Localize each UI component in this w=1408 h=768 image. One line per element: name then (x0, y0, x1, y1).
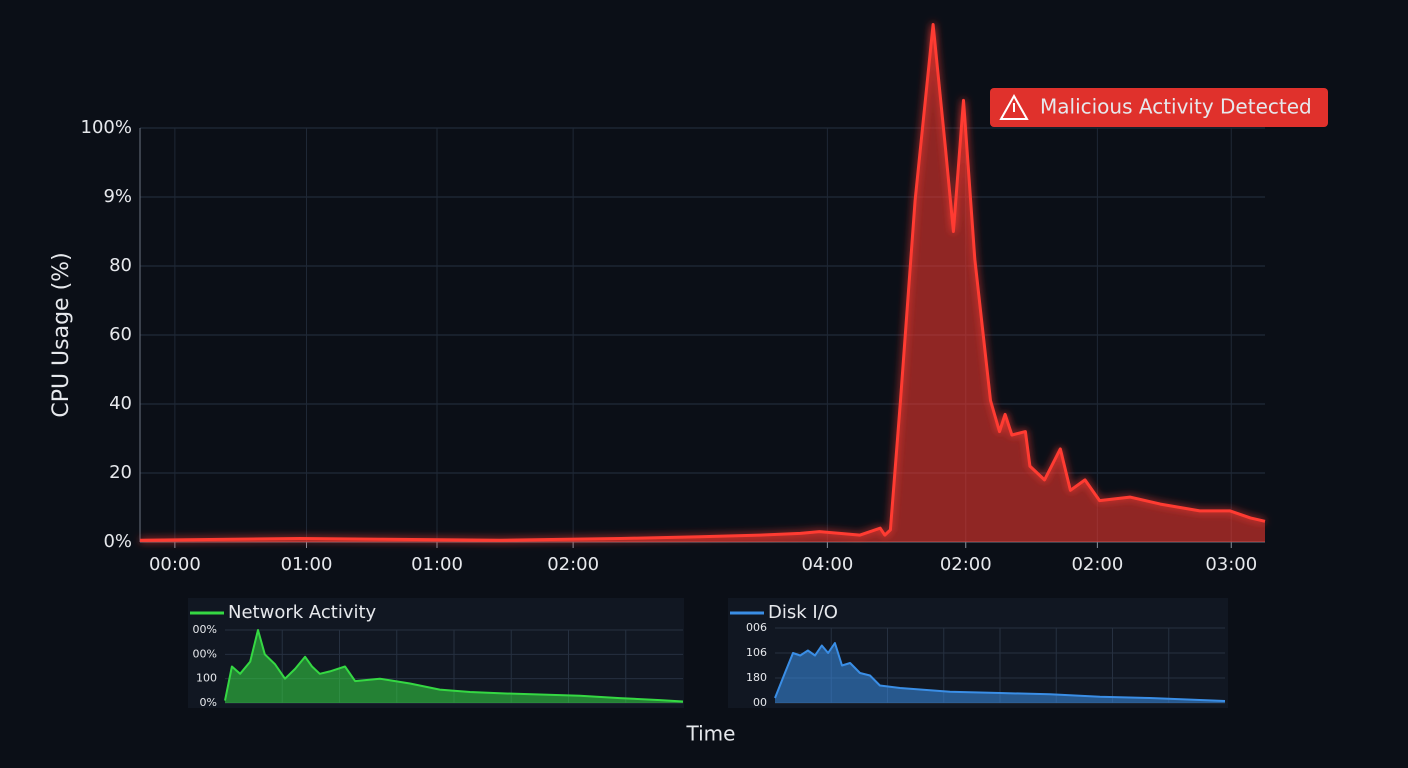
y-tick-label: 106 (746, 646, 767, 659)
x-tick-label: 01:00 (281, 554, 333, 575)
y-tick-label: 0% (200, 696, 217, 709)
x-tick-label: 00:00 (149, 554, 201, 575)
x-tick-label: 02:00 (547, 554, 599, 575)
y-tick-label: 40 (109, 393, 132, 414)
y-tick-label: 100 (196, 672, 217, 685)
y-tick-label: 60 (109, 324, 132, 345)
y-tick-label: 00 (753, 696, 767, 709)
area-fill (775, 643, 1225, 703)
y-tick-label: 80 (109, 255, 132, 276)
y-tick-label: 20 (109, 462, 132, 483)
series-line (224, 629, 684, 703)
x-tick-label: 01:00 (411, 554, 463, 575)
y-tick-label: 180 (746, 671, 767, 684)
alert-text: Malicious Activity Detected (1040, 95, 1312, 119)
y-axis-label: CPU Usage (%) (49, 252, 74, 417)
y-tick-label: 9% (103, 186, 132, 207)
y-tick-label: 0% (103, 531, 132, 552)
y-tick-label: 006 (746, 621, 767, 634)
y-tick-label: 00% (193, 623, 217, 636)
x-tick-label: 02:00 (940, 554, 992, 575)
legend-label: Network Activity (228, 602, 377, 623)
x-tick-label: 02:00 (1071, 554, 1123, 575)
area-fill (225, 630, 683, 703)
alert-badge (990, 88, 1328, 127)
legend-label: Disk I/O (768, 602, 838, 623)
x-tick-label: 04:00 (801, 554, 853, 575)
x-tick-label: 03:00 (1205, 554, 1257, 575)
series-line (139, 23, 1266, 542)
y-tick-label: 00% (193, 647, 217, 660)
series-line (774, 642, 1226, 702)
area-fill (140, 24, 1265, 542)
warning-icon (999, 93, 1029, 120)
x-axis-label: Time (686, 722, 736, 746)
y-tick-label: 100% (81, 117, 132, 138)
